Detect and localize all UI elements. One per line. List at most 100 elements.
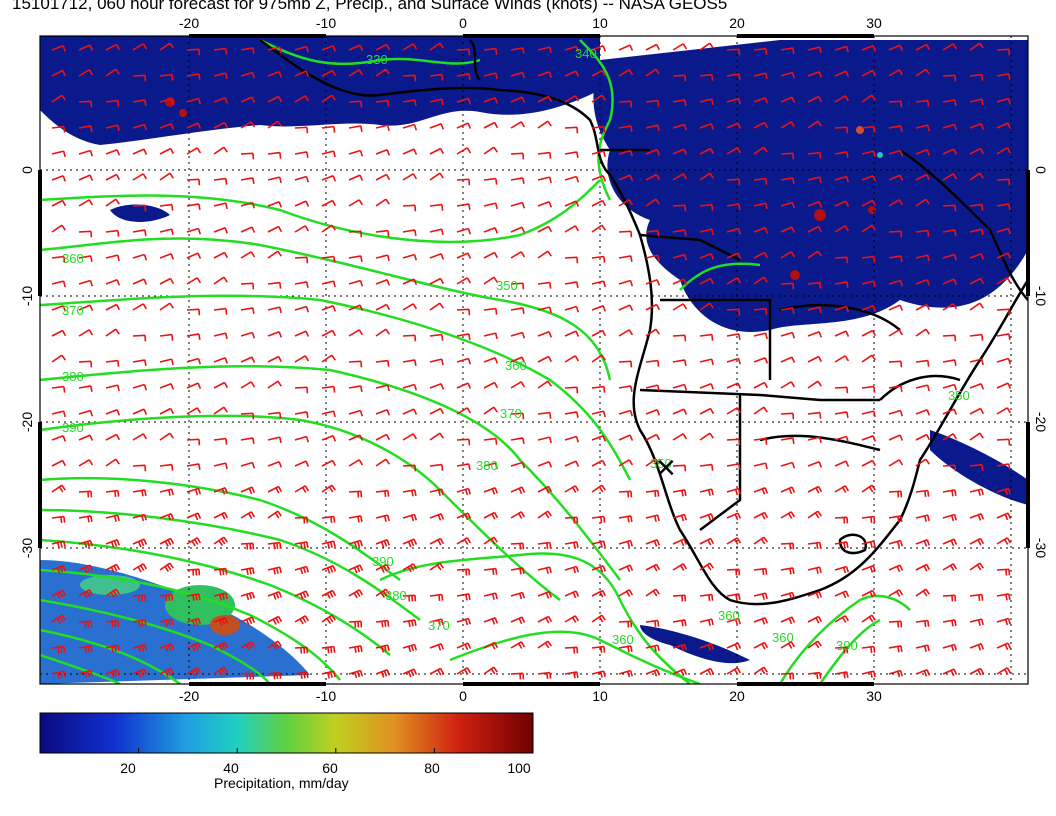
wind-barb — [942, 668, 958, 677]
wind-barb — [942, 229, 957, 236]
wind-barb — [618, 329, 634, 337]
wind-barb — [510, 381, 526, 389]
top-lon-labels: -20 -10 0 10 20 30 — [179, 15, 882, 31]
wind-barb — [456, 512, 472, 521]
wind-barb — [105, 588, 120, 599]
wind-barb — [969, 358, 984, 366]
wind-barb — [996, 407, 1012, 415]
wind-barb — [348, 645, 363, 653]
wind-barb — [402, 253, 418, 261]
wind-barb — [213, 307, 228, 315]
wind-barb — [780, 152, 795, 160]
wind-barb — [510, 47, 525, 54]
wind-barb — [159, 123, 175, 130]
wind-barb — [159, 488, 174, 496]
wind-barb — [510, 616, 526, 625]
wind-barb — [564, 175, 580, 183]
wind-barb — [591, 589, 607, 598]
wind-barb — [375, 173, 391, 181]
wind-barb — [699, 228, 714, 236]
wind-barb — [159, 593, 174, 602]
wind-barb — [618, 360, 633, 368]
wind-barb — [672, 489, 687, 497]
wind-barb — [699, 98, 714, 106]
wind-barb — [267, 120, 282, 129]
wind-barb — [618, 589, 634, 597]
wind-barb — [483, 381, 499, 389]
contour-label: 390 — [372, 554, 394, 569]
wind-barb — [159, 432, 174, 441]
wind-barb — [78, 199, 94, 207]
wind-barb — [213, 617, 229, 626]
wind-barb — [942, 204, 957, 212]
wind-barb — [942, 123, 958, 131]
wind-barb — [78, 149, 94, 157]
wind-barb — [78, 69, 94, 77]
wind-barb — [591, 329, 607, 337]
wind-barb — [780, 567, 795, 575]
wind-barb — [969, 667, 985, 676]
lon-tick-label: 0 — [459, 15, 467, 31]
wind-barb — [105, 384, 120, 392]
wind-barb — [132, 594, 147, 602]
wind-barb — [321, 565, 337, 574]
wind-barb — [213, 357, 229, 364]
wind-barb — [942, 43, 958, 51]
wind-barb — [861, 125, 876, 133]
wind-barb — [51, 280, 66, 288]
wind-barb — [564, 355, 580, 363]
wind-barb — [429, 383, 445, 390]
wind-barb — [51, 45, 67, 52]
wind-barb — [375, 279, 391, 286]
wind-barb — [78, 279, 94, 287]
wind-barb — [942, 594, 957, 602]
wind-barb — [942, 253, 958, 261]
wind-barb — [834, 126, 849, 134]
wind-barb — [105, 514, 120, 522]
wind-barb — [456, 537, 472, 545]
wind-barb — [591, 540, 606, 548]
wind-barb — [240, 381, 256, 389]
wind-barb — [564, 671, 579, 679]
wind-barb — [672, 619, 687, 627]
wind-barb — [213, 227, 229, 234]
wind-barb — [834, 225, 850, 233]
wind-barb — [861, 410, 876, 418]
wind-barb — [591, 45, 607, 52]
wind-barb — [618, 149, 634, 157]
wind-barb — [267, 510, 282, 519]
wind-barb — [618, 125, 633, 132]
contour-label: 390 — [62, 420, 84, 435]
wind-barb — [996, 333, 1011, 340]
contour-label: 350 — [948, 388, 970, 403]
wind-barb — [510, 591, 526, 600]
wind-barb — [294, 175, 310, 183]
wind-barb — [213, 406, 228, 415]
wind-barb — [618, 304, 634, 311]
wind-barb — [159, 358, 174, 366]
wind-barb — [618, 459, 634, 467]
wind-barb — [213, 592, 228, 601]
wind-barb — [645, 124, 660, 132]
wind-barb — [132, 123, 148, 131]
wind-barb — [429, 463, 444, 471]
wind-barb — [564, 70, 580, 77]
wind-barb — [213, 381, 229, 389]
wind-barb — [591, 515, 606, 523]
wind-barb — [726, 642, 742, 651]
wind-barb — [456, 333, 471, 340]
wind-barb — [51, 329, 67, 337]
wind-barb — [429, 98, 444, 106]
colorbar-tick-label: 80 — [424, 760, 440, 776]
wind-barb — [105, 124, 120, 132]
wind-barb — [834, 671, 849, 679]
wind-barb — [240, 177, 255, 184]
wind-barb — [213, 437, 228, 445]
wind-barb — [726, 147, 742, 155]
wind-barb — [132, 334, 147, 342]
wind-barb — [915, 644, 930, 652]
wind-barb — [294, 95, 310, 103]
wind-barb — [51, 305, 67, 312]
wind-barb — [402, 204, 417, 212]
wind-barb — [618, 385, 633, 392]
